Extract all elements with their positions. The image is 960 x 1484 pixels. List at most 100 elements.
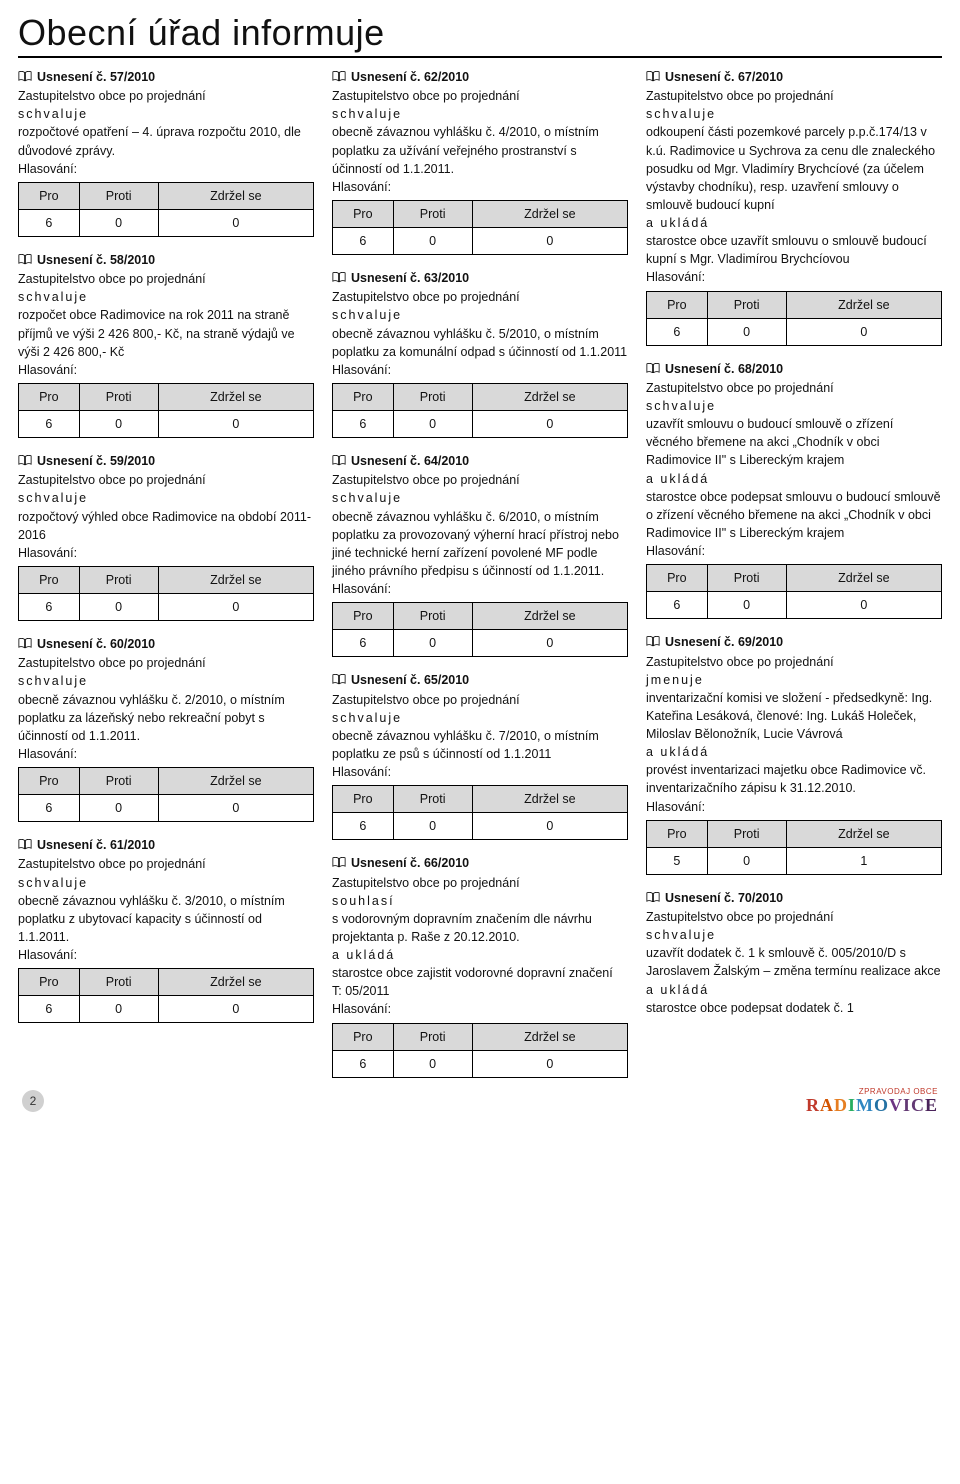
vote-cell: 0 <box>786 318 941 345</box>
resolution-title: Usnesení č. 62/2010 <box>351 68 469 86</box>
resolution-line: Zastupitelstvo obce po projednání <box>646 908 942 926</box>
resolution-title: Usnesení č. 63/2010 <box>351 269 469 287</box>
resolution-title: Usnesení č. 58/2010 <box>37 251 155 269</box>
resolutions-columns: Usnesení č. 57/2010Zastupitelstvo obce p… <box>18 68 942 1078</box>
vote-cell: 0 <box>393 630 472 657</box>
resolution-body: Zastupitelstvo obce po projednáníschvalu… <box>332 87 628 196</box>
resolution-line: obecně závaznou vyhlášku č. 7/2010, o mí… <box>332 727 628 763</box>
vote-cell: 0 <box>79 594 158 621</box>
vote-header-zdrzel: Zdržel se <box>158 383 313 410</box>
resolution-title: Usnesení č. 60/2010 <box>37 635 155 653</box>
vote-cell: 0 <box>472 813 627 840</box>
vote-table: ProProtiZdržel se600 <box>18 182 314 237</box>
resolution-body: Zastupitelstvo obce po projednáníschvalu… <box>18 270 314 379</box>
book-icon <box>18 839 32 851</box>
vote-table: ProProtiZdržel se600 <box>18 767 314 822</box>
resolution-line: souhlasí <box>332 892 628 910</box>
vote-header-zdrzel: Zdržel se <box>786 820 941 847</box>
vote-header-zdrzel: Zdržel se <box>786 291 941 318</box>
vote-cell: 0 <box>393 813 472 840</box>
resolution-block: Usnesení č. 65/2010Zastupitelstvo obce p… <box>332 671 628 840</box>
resolution-head: Usnesení č. 58/2010 <box>18 251 314 269</box>
resolution-line: Hlasování: <box>18 160 314 178</box>
resolution-line: Zastupitelstvo obce po projednání <box>18 855 314 873</box>
book-icon <box>18 638 32 650</box>
resolution-title: Usnesení č. 68/2010 <box>665 360 783 378</box>
resolution-line: schvaluje <box>646 105 942 123</box>
resolution-body: Zastupitelstvo obce po projednáníschvalu… <box>18 87 314 178</box>
resolution-line: Zastupitelstvo obce po projednání <box>332 691 628 709</box>
vote-cell: 0 <box>158 594 313 621</box>
resolution-title: Usnesení č. 64/2010 <box>351 452 469 470</box>
vote-header-proti: Proti <box>79 969 158 996</box>
vote-cell: 1 <box>786 847 941 874</box>
vote-header-pro: Pro <box>19 182 80 209</box>
resolution-head: Usnesení č. 66/2010 <box>332 854 628 872</box>
vote-cell: 6 <box>19 411 80 438</box>
resolution-line: s vodorovným dopravním značením dle návr… <box>332 910 628 946</box>
resolution-line: Zastupitelstvo obce po projednání <box>18 471 314 489</box>
vote-cell: 6 <box>647 592 708 619</box>
resolution-line: jmenuje <box>646 671 942 689</box>
vote-header-pro: Pro <box>333 200 394 227</box>
resolution-line: Hlasování: <box>18 544 314 562</box>
page-number-badge: 2 <box>22 1090 44 1112</box>
resolution-line: schvaluje <box>18 105 314 123</box>
resolution-line: T: 05/2011 <box>332 982 628 1000</box>
resolution-block: Usnesení č. 69/2010 Zastupitelstvo obce p… <box>646 633 942 875</box>
resolution-block: Usnesení č. 70/2010Zastupitelstvo obce p… <box>646 889 942 1017</box>
vote-cell: 0 <box>393 1050 472 1077</box>
vote-header-proti: Proti <box>79 383 158 410</box>
vote-header-pro: Pro <box>647 820 708 847</box>
book-icon <box>332 674 346 686</box>
vote-cell: 6 <box>333 813 394 840</box>
resolution-line: obecně závaznou vyhlášku č. 3/2010, o mí… <box>18 892 314 946</box>
resolution-line: Zastupitelstvo obce po projednání <box>18 654 314 672</box>
vote-cell: 0 <box>393 228 472 255</box>
vote-header-proti: Proti <box>707 820 786 847</box>
title-rule <box>18 56 942 58</box>
vote-header-proti: Proti <box>393 383 472 410</box>
resolution-body: Zastupitelstvo obce po projednáníschvalu… <box>646 87 942 286</box>
resolution-head: Usnesení č. 64/2010 <box>332 452 628 470</box>
vote-cell: 0 <box>707 318 786 345</box>
resolution-line: Zastupitelstvo obce po projednání <box>332 288 628 306</box>
vote-cell: 0 <box>79 411 158 438</box>
vote-cell: 0 <box>79 209 158 236</box>
book-icon <box>18 254 32 266</box>
resolution-title: Usnesení č. 66/2010 <box>351 854 469 872</box>
resolution-body: Zastupitelstvo obce po projednáníschvalu… <box>18 471 314 562</box>
resolution-line: a ukládá <box>646 981 942 999</box>
resolution-block: Usnesení č. 61/2010Zastupitelstvo obce p… <box>18 836 314 1023</box>
resolution-line: schvaluje <box>18 489 314 507</box>
vote-header-proti: Proti <box>79 566 158 593</box>
vote-cell: 6 <box>333 1050 394 1077</box>
resolution-line: schvaluje <box>646 926 942 944</box>
book-icon <box>18 71 32 83</box>
resolution-body: Zastupitelstvo obce po projednáníjmenuje… <box>646 653 942 816</box>
vote-cell: 6 <box>19 209 80 236</box>
resolution-body: Zastupitelstvo obce po projednáníschvalu… <box>18 855 314 964</box>
resolution-body: Zastupitelstvo obce po projednáníschvalu… <box>18 654 314 763</box>
resolution-title: Usnesení č. 70/2010 <box>665 889 783 907</box>
book-icon <box>646 892 660 904</box>
resolution-line: starostce obce podepsat smlouvu o budouc… <box>646 488 942 542</box>
resolution-block: Usnesení č. 62/2010Zastupitelstvo obce p… <box>332 68 628 255</box>
vote-header-proti: Proti <box>79 182 158 209</box>
vote-cell: 6 <box>333 228 394 255</box>
resolution-line: obecně závaznou vyhlášku č. 4/2010, o mí… <box>332 123 628 177</box>
resolution-head: Usnesení č. 61/2010 <box>18 836 314 854</box>
resolution-line: Hlasování: <box>332 178 628 196</box>
vote-header-pro: Pro <box>19 768 80 795</box>
book-icon <box>332 455 346 467</box>
resolution-line: uzavřít smlouvu o budoucí smlouvě o zříz… <box>646 415 942 469</box>
resolution-line: uzavřít dodatek č. 1 k smlouvě č. 005/20… <box>646 944 942 980</box>
resolution-block: Usnesení č. 66/2010Zastupitelstvo obce p… <box>332 854 628 1077</box>
vote-cell: 0 <box>158 795 313 822</box>
vote-header-pro: Pro <box>19 566 80 593</box>
vote-table: ProProtiZdržel se600 <box>332 602 628 657</box>
vote-cell: 0 <box>472 630 627 657</box>
resolution-line: Zastupitelstvo obce po projednání <box>332 471 628 489</box>
resolution-block: Usnesení č. 64/2010Zastupitelstvo obce p… <box>332 452 628 657</box>
resolution-head: Usnesení č. 69/2010 <box>646 633 942 651</box>
